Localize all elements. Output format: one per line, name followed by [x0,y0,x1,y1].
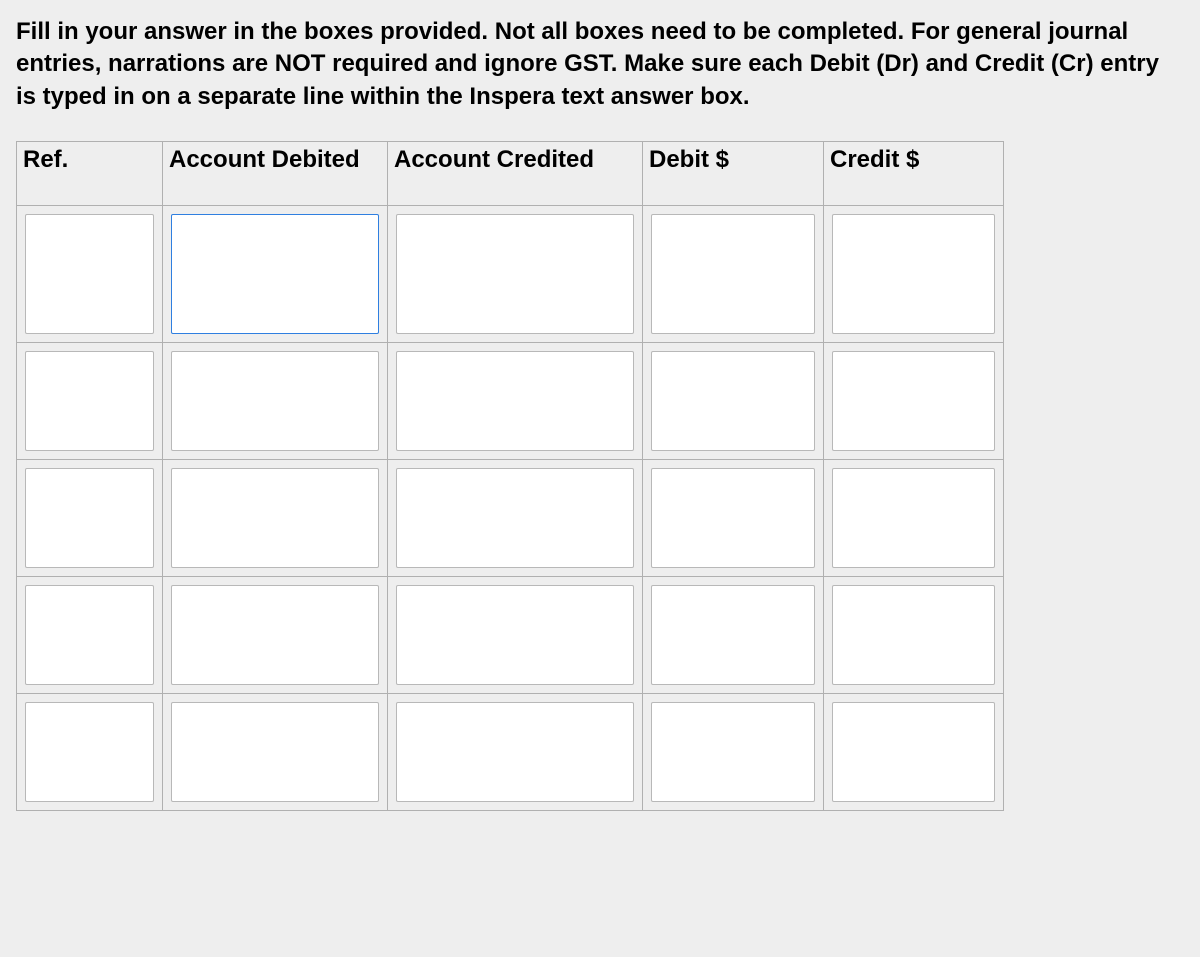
account-debited-input[interactable] [171,351,379,451]
table-row [17,694,1004,811]
table-row [17,577,1004,694]
ref-input[interactable] [25,585,154,685]
debit-input[interactable] [651,214,815,334]
account-credited-input[interactable] [396,585,634,685]
debit-input[interactable] [651,468,815,568]
table-row [17,206,1004,343]
credit-input[interactable] [832,702,995,802]
account-credited-input[interactable] [396,351,634,451]
ref-input[interactable] [25,214,154,334]
account-credited-input[interactable] [396,214,634,334]
credit-input[interactable] [832,214,995,334]
col-header-ref: Ref. [17,142,163,206]
account-debited-input[interactable] [171,585,379,685]
table-row [17,460,1004,577]
ref-input[interactable] [25,351,154,451]
debit-input[interactable] [651,585,815,685]
credit-input[interactable] [832,468,995,568]
account-credited-input[interactable] [396,468,634,568]
debit-input[interactable] [651,351,815,451]
col-header-account-credited: Account Credited [388,142,643,206]
table-row [17,343,1004,460]
ref-input[interactable] [25,702,154,802]
account-debited-input[interactable] [171,702,379,802]
credit-input[interactable] [832,585,995,685]
col-header-credit: Credit $ [824,142,1004,206]
debit-input[interactable] [651,702,815,802]
question-instructions: Fill in your answer in the boxes provide… [16,16,1184,113]
account-debited-input[interactable] [171,468,379,568]
col-header-debit: Debit $ [643,142,824,206]
table-header-row: Ref. Account Debited Account Credited De… [17,142,1004,206]
account-credited-input[interactable] [396,702,634,802]
account-debited-input[interactable] [171,214,379,334]
journal-entry-table: Ref. Account Debited Account Credited De… [16,141,1004,811]
credit-input[interactable] [832,351,995,451]
col-header-account-debited: Account Debited [163,142,388,206]
ref-input[interactable] [25,468,154,568]
